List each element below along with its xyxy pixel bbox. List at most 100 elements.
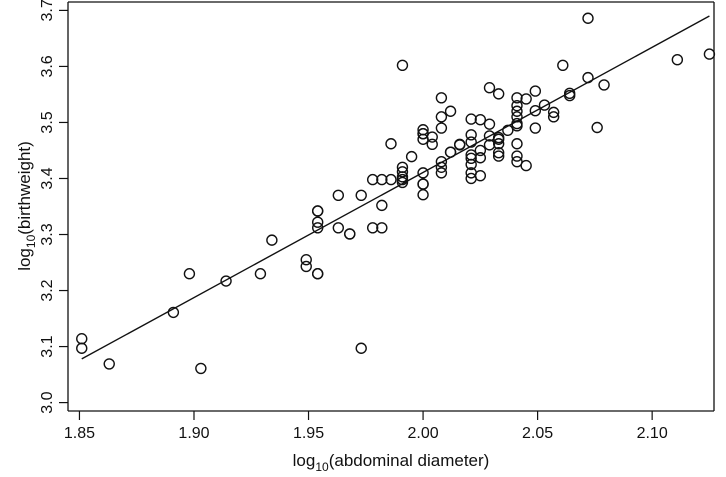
data-point bbox=[376, 173, 388, 186]
data-point bbox=[300, 260, 312, 273]
data-point bbox=[465, 113, 477, 125]
x-tick-label: 2.00 bbox=[408, 425, 439, 442]
data-point bbox=[492, 133, 505, 145]
data-point bbox=[435, 92, 448, 104]
data-point bbox=[103, 358, 115, 370]
data-point bbox=[311, 216, 324, 228]
data-point bbox=[417, 189, 429, 201]
y-tick-label: 3.4 bbox=[39, 167, 56, 189]
plot-frame bbox=[67, 1, 715, 412]
data-point bbox=[76, 342, 88, 354]
data-point bbox=[529, 122, 542, 134]
data-point bbox=[376, 222, 388, 234]
data-point bbox=[435, 161, 448, 173]
data-point bbox=[344, 228, 356, 240]
data-point bbox=[529, 85, 542, 97]
data-point bbox=[492, 147, 505, 159]
data-point bbox=[332, 189, 345, 201]
data-point bbox=[426, 138, 438, 151]
data-point bbox=[300, 254, 312, 266]
x-tick-label: 1.95 bbox=[293, 425, 324, 442]
data-point bbox=[547, 111, 560, 123]
y-tick-label: 3.6 bbox=[39, 55, 56, 77]
x-axis-title: log10(abdominal diameter) bbox=[293, 451, 490, 474]
data-point bbox=[444, 105, 457, 117]
y-axis-title: log10(birthweight) bbox=[15, 141, 38, 271]
data-point bbox=[598, 79, 610, 91]
data-point bbox=[366, 222, 379, 234]
data-point bbox=[167, 306, 180, 319]
data-point bbox=[520, 159, 532, 172]
data-point bbox=[311, 205, 324, 217]
data-point bbox=[195, 362, 207, 375]
x-axis-ticks: 1.85 1.90 1.95 2.00 2.05 2.10 bbox=[64, 411, 668, 442]
data-point bbox=[474, 144, 487, 157]
data-point bbox=[355, 189, 367, 201]
data-point bbox=[396, 173, 409, 186]
data-point bbox=[405, 150, 418, 163]
data-point bbox=[474, 152, 487, 164]
data-point bbox=[465, 152, 477, 165]
data-point bbox=[444, 146, 457, 158]
data-point bbox=[435, 155, 448, 168]
data-point bbox=[511, 150, 523, 162]
data-point bbox=[582, 71, 594, 84]
data-point bbox=[538, 99, 551, 111]
data-point bbox=[366, 173, 379, 186]
data-point bbox=[385, 138, 397, 150]
data-point bbox=[547, 106, 560, 119]
data-point bbox=[483, 118, 496, 130]
data-point bbox=[396, 59, 409, 72]
data-point bbox=[529, 104, 542, 117]
data-point bbox=[220, 275, 232, 287]
data-point bbox=[355, 342, 367, 354]
data-point bbox=[492, 150, 505, 162]
data-point bbox=[435, 111, 448, 123]
data-point bbox=[254, 268, 267, 280]
data-point bbox=[483, 82, 496, 94]
data-point bbox=[417, 124, 429, 136]
data-point bbox=[266, 234, 278, 246]
data-point bbox=[435, 167, 448, 179]
data-point bbox=[311, 268, 324, 280]
data-point bbox=[76, 333, 88, 345]
data-point bbox=[511, 105, 523, 117]
data-point bbox=[591, 121, 603, 134]
y-tick-label: 3.1 bbox=[39, 335, 56, 357]
data-point bbox=[557, 59, 569, 72]
data-point bbox=[396, 171, 409, 183]
y-tick-label: 3.5 bbox=[39, 111, 56, 133]
data-point bbox=[563, 87, 576, 100]
data-point bbox=[511, 99, 523, 112]
data-point bbox=[417, 178, 429, 190]
x-tick-label: 2.05 bbox=[522, 425, 553, 442]
data-point bbox=[492, 138, 505, 150]
data-point bbox=[385, 173, 397, 186]
data-point bbox=[426, 131, 438, 143]
data-point bbox=[563, 89, 576, 102]
data-point bbox=[511, 155, 523, 168]
data-point bbox=[183, 268, 196, 280]
data-point bbox=[671, 54, 684, 66]
data-point bbox=[474, 169, 487, 182]
data-points bbox=[76, 12, 716, 375]
data-point bbox=[703, 48, 716, 60]
y-tick-label: 3.0 bbox=[39, 391, 56, 413]
data-point bbox=[396, 166, 409, 178]
data-point bbox=[502, 124, 514, 137]
data-point bbox=[332, 222, 345, 234]
data-point bbox=[311, 222, 324, 234]
data-point bbox=[511, 111, 523, 123]
data-point bbox=[511, 117, 523, 130]
data-point bbox=[511, 138, 523, 150]
x-tick-label: 2.10 bbox=[637, 425, 668, 442]
data-point bbox=[474, 113, 487, 126]
data-point bbox=[520, 93, 532, 105]
regression-line bbox=[81, 15, 710, 360]
data-point bbox=[465, 129, 477, 141]
x-tick-label: 1.90 bbox=[178, 425, 209, 442]
data-point bbox=[582, 12, 594, 24]
data-point bbox=[376, 199, 388, 212]
data-point bbox=[435, 122, 448, 134]
